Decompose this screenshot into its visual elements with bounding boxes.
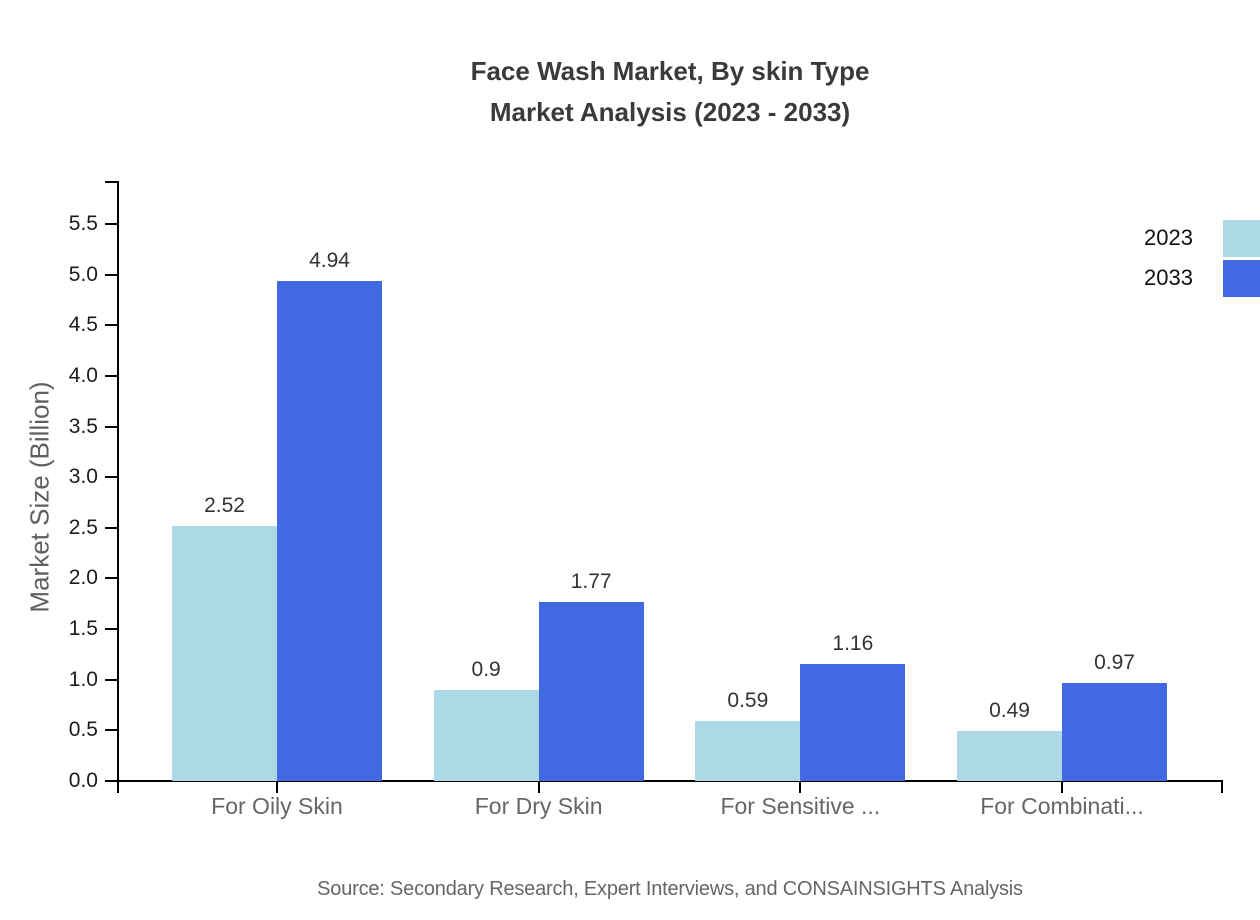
x-tick <box>276 781 278 793</box>
x-tick <box>799 781 802 793</box>
bar-value-label: 1.16 <box>832 631 874 655</box>
bar-2033-2 <box>800 663 906 781</box>
bar-value-label: 0.97 <box>1094 650 1135 674</box>
x-category-label: For Oily Skin <box>211 793 343 819</box>
bar-2023-2 <box>695 721 801 781</box>
y-tick <box>105 678 117 681</box>
y-tick-label: 5.0 <box>68 262 98 286</box>
legend-label-2023: 2023 <box>1144 225 1193 250</box>
y-tick-label: 0.5 <box>68 718 98 742</box>
legend-item-2023: 2023 <box>1144 219 1260 257</box>
chart-title-line-2: Market Analysis (2023 - 2033) <box>489 97 851 127</box>
y-tick <box>105 526 117 529</box>
x-category-label: For Combinati... <box>980 793 1144 819</box>
x-axis-start-tick <box>117 781 119 793</box>
y-tick-label: 4.5 <box>68 313 98 337</box>
x-axis-line <box>117 780 1223 782</box>
bar-value-label: 0.9 <box>471 657 501 681</box>
y-tick <box>105 628 117 631</box>
bar-value-label: 0.49 <box>989 699 1030 723</box>
x-tick <box>537 781 540 793</box>
y-axis-end-tick <box>105 181 117 183</box>
chart-title: Face Wash Market, By skin Type Market An… <box>118 51 1222 133</box>
y-tick <box>105 425 117 428</box>
y-tick-label: 4.0 <box>68 363 98 387</box>
y-tick <box>105 780 117 782</box>
y-tick-label: 2.5 <box>68 515 98 539</box>
y-tick-label: 5.5 <box>68 212 98 235</box>
bar-value-label: 4.94 <box>309 248 350 272</box>
source-note: Source: Secondary Research, Expert Inter… <box>317 878 1023 900</box>
bar-2033-1 <box>538 601 644 781</box>
legend-swatch-2033 <box>1223 259 1260 297</box>
y-tick <box>105 729 117 732</box>
x-category-label: For Dry Skin <box>474 793 603 819</box>
y-tick-label: 1.0 <box>68 667 98 691</box>
bar-2023-0 <box>172 525 277 781</box>
bar-2033-3 <box>1062 682 1167 781</box>
chart-title-line-1: Face Wash Market, By skin Type <box>470 56 870 86</box>
legend-item-2033: 2033 <box>1144 259 1260 297</box>
y-tick <box>105 273 117 276</box>
bar-value-label: 0.59 <box>727 689 769 713</box>
y-tick-label: 0.0 <box>68 769 98 792</box>
legend-label-2033: 2033 <box>1144 265 1193 290</box>
y-tick-label: 2.0 <box>68 566 98 590</box>
x-category-label: For Sensitive ... <box>720 793 881 819</box>
x-tick <box>1061 781 1063 793</box>
bar-2033-0 <box>277 280 382 781</box>
bar-2023-3 <box>957 731 1062 781</box>
bar-value-label: 2.52 <box>204 493 245 517</box>
bar-2023-1 <box>433 689 539 781</box>
y-tick-label: 3.0 <box>68 465 98 489</box>
y-tick <box>105 476 117 479</box>
y-tick <box>105 577 117 580</box>
legend-swatch-2023 <box>1223 219 1260 257</box>
y-tick-label: 1.5 <box>68 617 98 641</box>
y-tick <box>105 223 117 225</box>
y-axis-line <box>117 181 119 782</box>
bar-value-label: 1.77 <box>570 569 612 593</box>
y-tick-label: 3.5 <box>68 414 98 438</box>
y-tick <box>105 374 117 377</box>
y-tick <box>105 324 117 327</box>
x-axis-end-tick <box>1221 781 1223 793</box>
